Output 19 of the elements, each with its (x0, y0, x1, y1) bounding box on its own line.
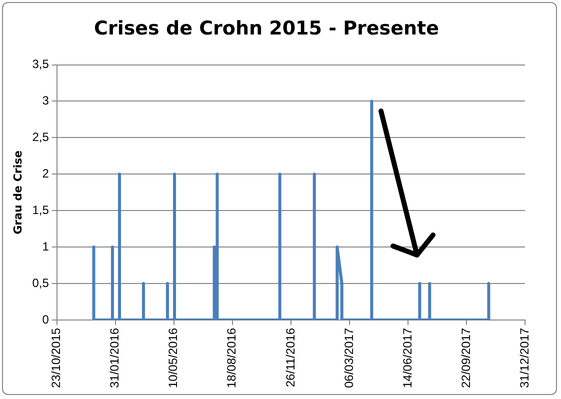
x-tick-label: 10/05/2016 (166, 328, 180, 388)
y-tick-label: 1,5 (32, 202, 50, 217)
x-tick-label: 26/11/2016 (283, 328, 298, 388)
y-tick-label: 2,5 (32, 130, 50, 144)
y-tick-label: 1 (42, 239, 50, 254)
x-tick-label: 06/03/2017 (342, 328, 356, 388)
y-tick-label: 3,5 (32, 57, 50, 72)
x-tick-label: 31/12/2017 (517, 328, 532, 388)
x-tick-label: 18/08/2016 (224, 328, 239, 388)
chart-title: Crises de Crohn 2015 - Presente (94, 17, 439, 40)
y-tick-label: 0,5 (32, 276, 50, 290)
y-tick-label: 2 (42, 166, 50, 180)
y-axis-title: Grau de Crise (11, 150, 24, 234)
x-tick-label: 14/06/2017 (400, 328, 414, 388)
y-tick-label: 0 (42, 312, 50, 326)
x-tick-label: 31/01/2016 (108, 328, 122, 388)
x-tick-label: 23/10/2015 (49, 328, 64, 388)
y-tick-label: 3 (42, 94, 50, 108)
x-tick-label: 22/09/2017 (458, 328, 473, 388)
